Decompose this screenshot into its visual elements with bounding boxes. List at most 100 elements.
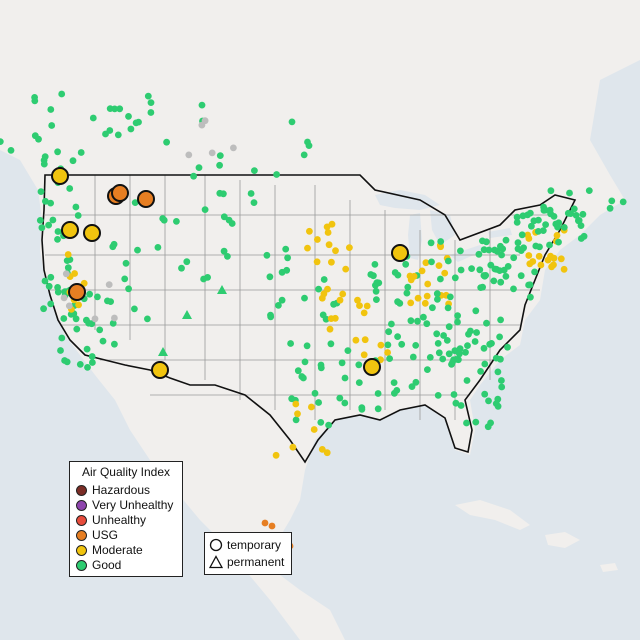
station-marker xyxy=(575,217,583,224)
station-marker xyxy=(472,418,480,426)
station-marker xyxy=(472,307,480,315)
station-marker xyxy=(391,389,398,397)
station-marker xyxy=(201,117,209,125)
station-marker xyxy=(510,285,517,293)
station-marker xyxy=(298,373,306,380)
legend-label: Unhealthy xyxy=(92,513,147,527)
station-marker xyxy=(490,277,498,285)
station-marker xyxy=(433,290,441,298)
station-marker xyxy=(513,213,521,221)
station-marker xyxy=(407,317,415,325)
station-marker xyxy=(336,296,344,304)
station-marker xyxy=(497,316,504,324)
station-markers xyxy=(0,90,627,550)
station-marker xyxy=(77,149,85,156)
station-marker xyxy=(570,205,578,213)
station-marker xyxy=(190,172,198,180)
station-marker xyxy=(554,223,561,231)
station-marker xyxy=(542,221,549,229)
station-marker xyxy=(83,345,91,353)
station-marker xyxy=(451,274,459,282)
station-marker xyxy=(324,285,331,293)
station-marker xyxy=(423,320,431,328)
station-marker xyxy=(63,358,71,366)
temporary-monitor-marker xyxy=(111,184,129,202)
station-marker xyxy=(216,152,224,160)
legend-item-very-unhealthy: Very Unhealthy xyxy=(76,498,173,512)
station-marker xyxy=(84,364,91,371)
station-marker xyxy=(475,250,483,258)
station-marker xyxy=(327,340,335,348)
station-marker xyxy=(434,340,442,347)
station-marker xyxy=(526,281,534,289)
station-marker xyxy=(531,268,538,276)
aqi-legend-title: Air Quality Index xyxy=(81,465,171,479)
station-marker xyxy=(230,144,237,152)
station-marker xyxy=(352,336,360,344)
station-marker xyxy=(160,216,168,224)
station-marker xyxy=(178,264,185,272)
station-marker xyxy=(42,197,49,205)
temporary-monitor-marker xyxy=(137,190,155,208)
station-marker xyxy=(517,272,525,280)
lake-huron xyxy=(430,210,455,245)
lake-superior xyxy=(375,190,440,210)
station-marker xyxy=(407,299,415,307)
station-marker xyxy=(320,276,328,283)
station-marker xyxy=(457,247,464,255)
station-marker xyxy=(47,106,55,113)
station-marker xyxy=(370,272,377,280)
station-marker xyxy=(606,204,614,212)
station-marker xyxy=(332,247,339,255)
station-marker xyxy=(134,246,141,254)
station-marker xyxy=(488,340,495,347)
station-marker xyxy=(374,405,382,413)
station-marker xyxy=(342,265,350,273)
station-marker xyxy=(388,320,395,328)
station-marker xyxy=(127,125,135,133)
station-marker xyxy=(433,330,441,338)
station-marker xyxy=(318,446,326,453)
station-marker xyxy=(89,359,96,366)
station-marker xyxy=(305,142,313,150)
station-marker xyxy=(465,330,472,338)
station-marker xyxy=(446,293,454,301)
station-marker xyxy=(341,399,349,407)
station-marker xyxy=(526,260,534,268)
station-marker xyxy=(204,274,212,281)
station-marker xyxy=(41,153,49,161)
station-marker xyxy=(311,389,319,397)
station-marker xyxy=(288,395,296,403)
station-marker xyxy=(424,280,432,288)
station-marker xyxy=(275,302,282,309)
station-marker xyxy=(125,285,132,293)
station-marker xyxy=(338,359,346,367)
station-marker xyxy=(445,350,453,358)
station-marker xyxy=(325,241,333,249)
station-marker xyxy=(428,258,435,266)
station-marker xyxy=(532,242,540,250)
station-marker xyxy=(403,289,411,297)
station-marker xyxy=(144,92,152,100)
station-marker xyxy=(49,216,57,224)
station-marker xyxy=(437,238,445,245)
station-marker xyxy=(356,302,363,309)
station-marker xyxy=(38,224,46,232)
legend-item-moderate: Moderate xyxy=(76,543,143,557)
station-marker xyxy=(147,99,155,106)
station-marker xyxy=(292,400,300,408)
station-marker xyxy=(498,251,505,259)
station-marker xyxy=(263,251,271,259)
station-marker xyxy=(282,245,290,253)
good-swatch xyxy=(76,559,87,571)
station-marker xyxy=(414,317,421,325)
station-marker xyxy=(284,254,291,262)
station-marker xyxy=(373,279,381,287)
station-marker xyxy=(497,278,505,286)
station-marker xyxy=(408,383,416,390)
station-marker xyxy=(391,269,399,276)
station-marker xyxy=(322,315,330,323)
station-marker xyxy=(491,246,498,254)
station-marker xyxy=(481,360,489,368)
station-marker xyxy=(435,262,443,269)
